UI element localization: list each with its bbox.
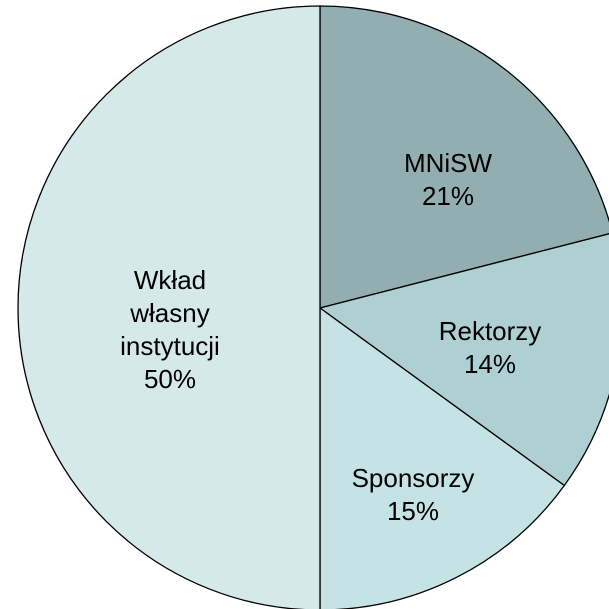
pie-slice [318,233,609,487]
value-label: 50% [143,364,197,394]
category-label: Wkład własny instytucji [120,265,220,361]
slice-label: MNiSW 21% [373,147,523,213]
slice-label: Rektorzy 14% [415,315,565,381]
pie-slice [319,5,609,309]
slice-label: Sponsorzy 15% [328,462,498,528]
slice-label: Wkład własny instytucji 50% [110,264,230,396]
category-label: MNiSW [403,148,493,178]
category-label: Rektorzy [438,316,542,346]
value-label: 21% [421,181,475,211]
pie-slice [17,5,321,609]
value-label: 14% [463,349,517,379]
category-label: Sponsorzy [351,463,475,493]
value-label: 15% [386,496,440,526]
